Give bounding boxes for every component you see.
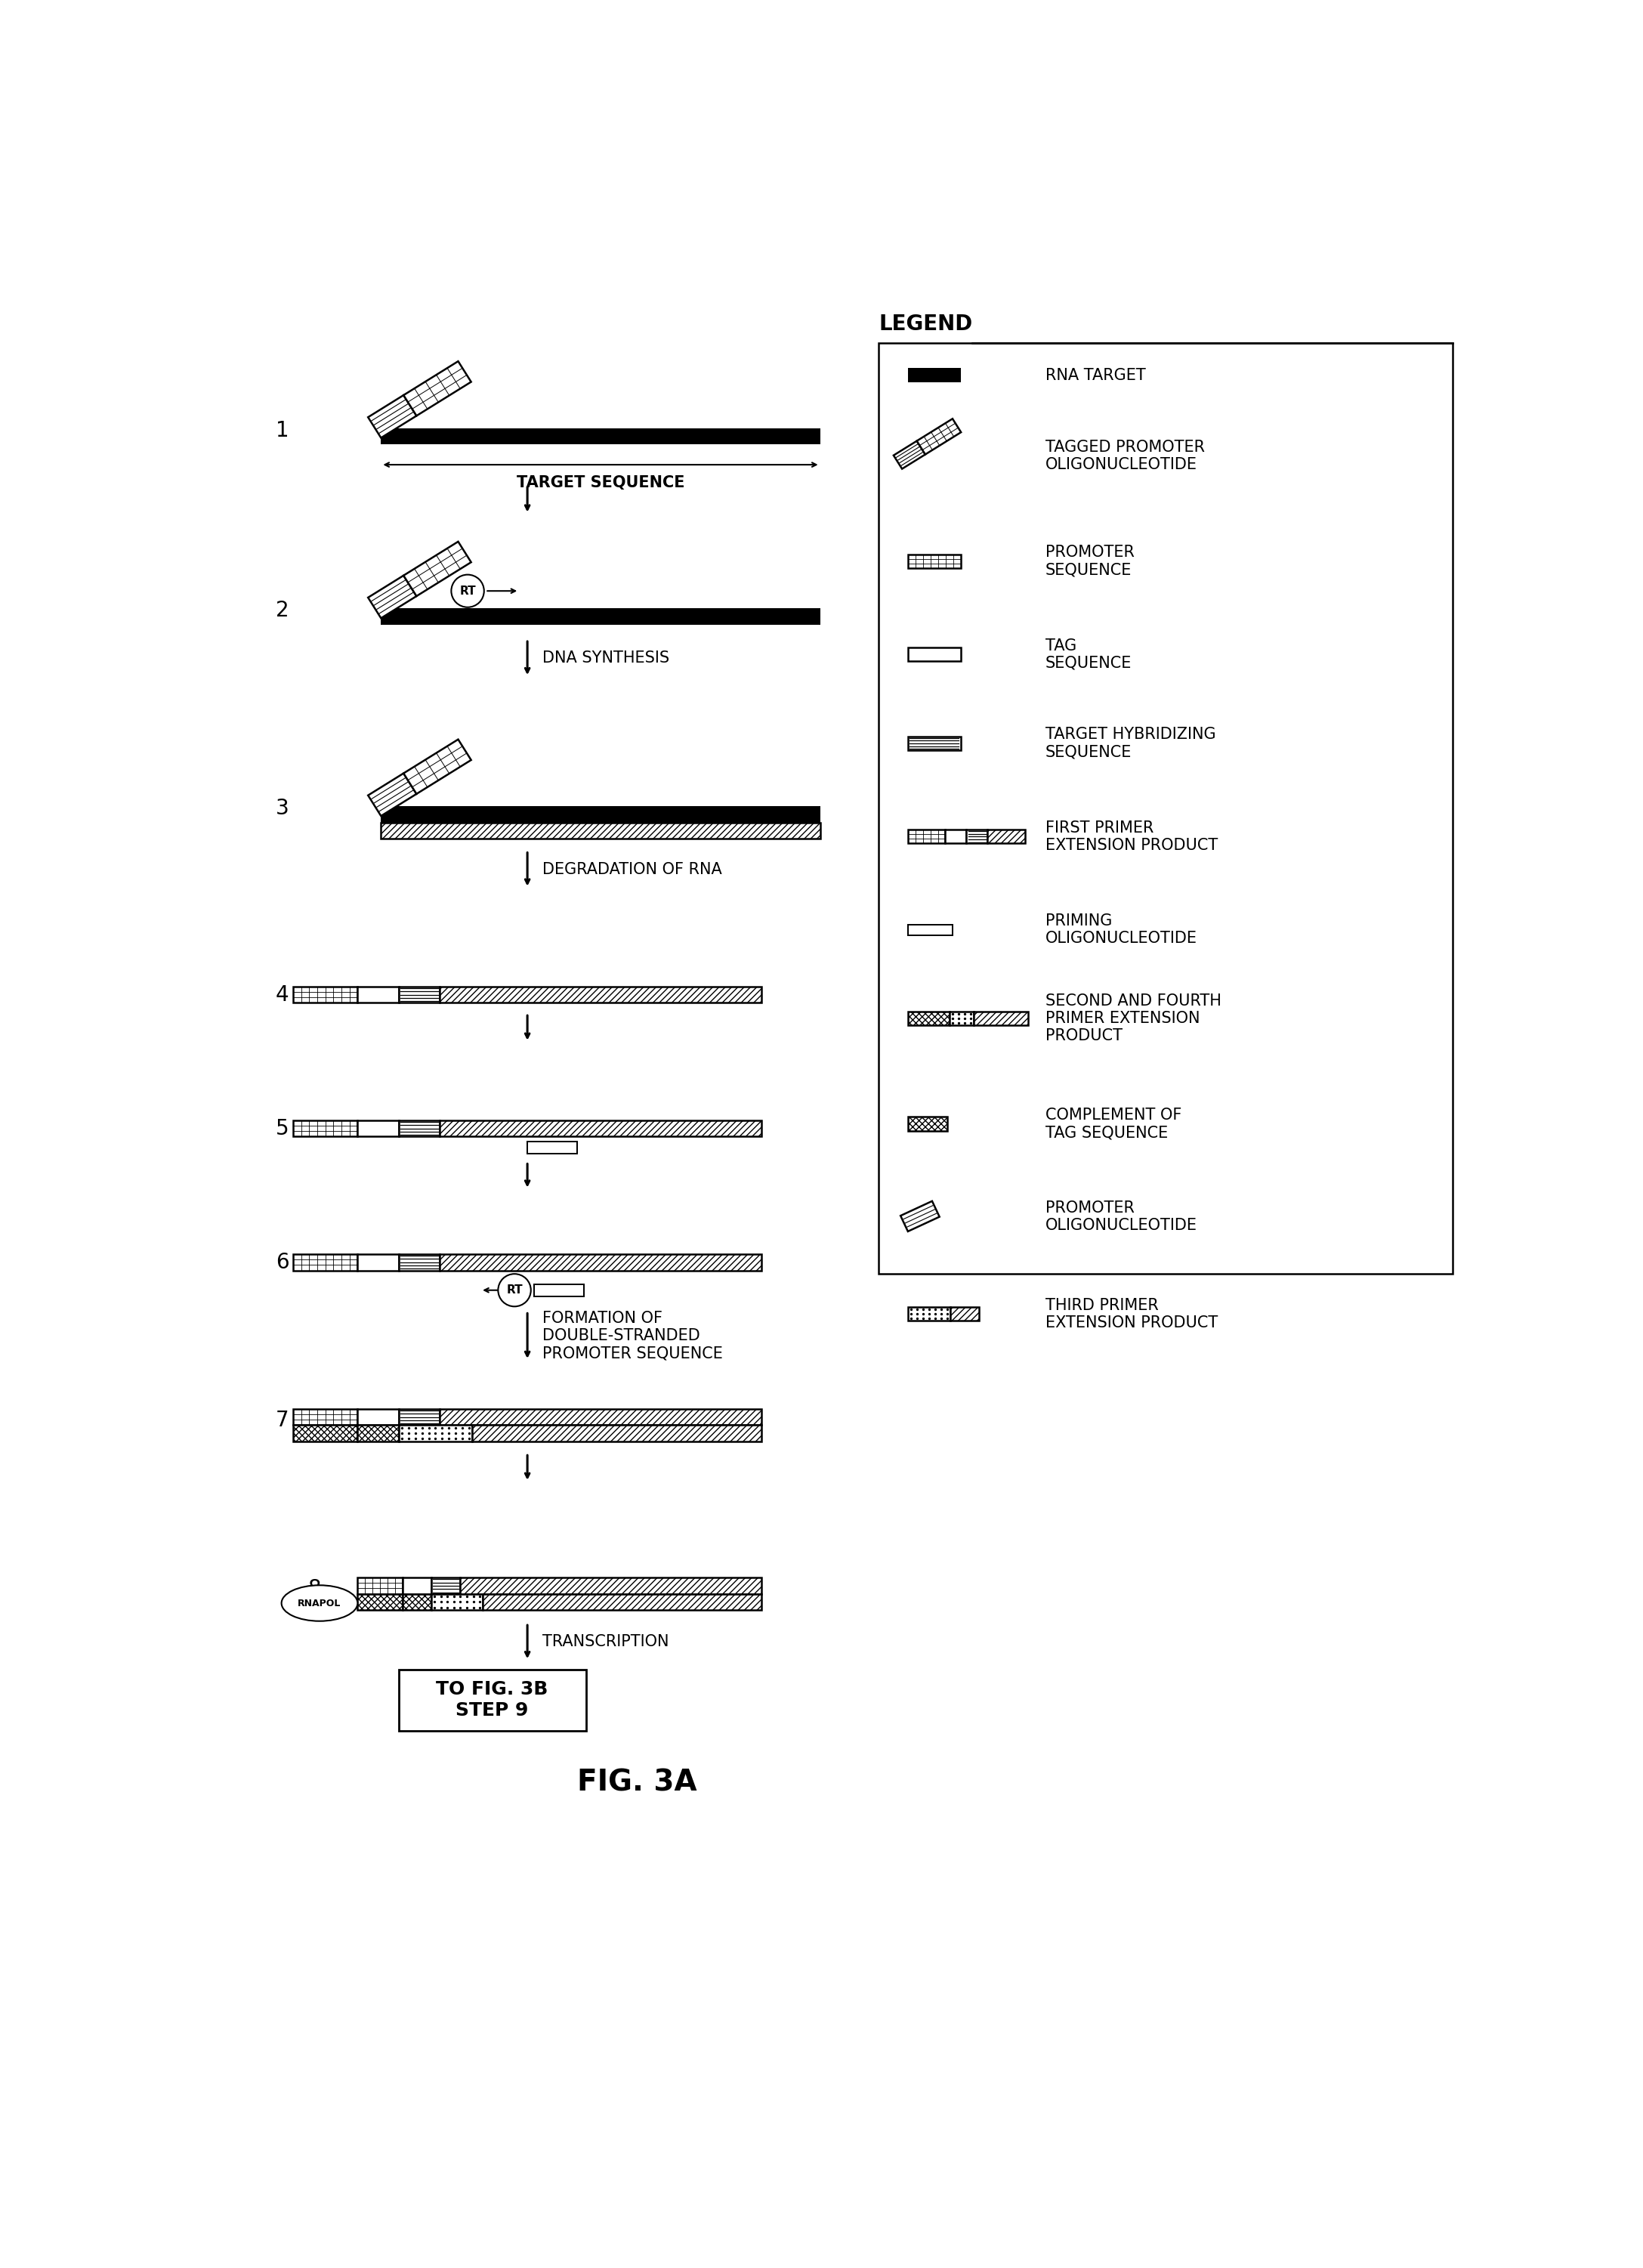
Bar: [399, 1424, 472, 1442]
Text: PROMOTER
OLIGONUCLEOTIDE: PROMOTER OLIGONUCLEOTIDE: [1045, 1200, 1198, 1234]
Bar: [292, 1408, 358, 1424]
Text: TO FIG. 3B
STEP 9: TO FIG. 3B STEP 9: [435, 1681, 549, 1719]
Text: 3: 3: [276, 798, 289, 819]
Bar: [987, 830, 1025, 844]
Bar: [432, 1579, 460, 1594]
Text: RNAPOL: RNAPOL: [297, 1599, 342, 1608]
Bar: [950, 1306, 979, 1320]
Bar: [399, 1669, 587, 1730]
Text: PROMOTER
SEQUENCE: PROMOTER SEQUENCE: [1045, 544, 1135, 578]
Polygon shape: [404, 542, 472, 596]
Text: 1: 1: [276, 420, 289, 440]
Text: PRIMING
OLIGONUCLEOTIDE: PRIMING OLIGONUCLEOTIDE: [1045, 914, 1198, 946]
Bar: [909, 925, 953, 934]
Bar: [292, 1254, 358, 1270]
Bar: [909, 830, 945, 844]
Bar: [381, 429, 820, 445]
Bar: [527, 1141, 577, 1154]
Bar: [381, 608, 820, 624]
Bar: [403, 1579, 432, 1594]
Bar: [460, 1579, 762, 1594]
Text: TAG
SEQUENCE: TAG SEQUENCE: [1045, 637, 1132, 671]
Bar: [440, 1120, 762, 1136]
Text: 2: 2: [276, 601, 289, 621]
Text: DEGRADATION OF RNA: DEGRADATION OF RNA: [542, 862, 721, 878]
Bar: [974, 1012, 1029, 1025]
Ellipse shape: [281, 1585, 358, 1622]
Text: TARGET SEQUENCE: TARGET SEQUENCE: [516, 476, 685, 490]
Text: FORMATION OF
DOUBLE-STRANDED
PROMOTER SEQUENCE: FORMATION OF DOUBLE-STRANDED PROMOTER SE…: [542, 1311, 723, 1361]
Bar: [432, 1594, 483, 1610]
Bar: [381, 823, 820, 839]
Text: SECOND AND FOURTH
PRIMER EXTENSION
PRODUCT: SECOND AND FOURTH PRIMER EXTENSION PRODU…: [1045, 993, 1221, 1043]
Bar: [292, 1120, 358, 1136]
Bar: [358, 1594, 403, 1610]
Text: TRANSCRIPTION: TRANSCRIPTION: [542, 1635, 669, 1649]
Text: RT: RT: [506, 1284, 522, 1295]
Polygon shape: [404, 739, 472, 794]
Bar: [534, 1284, 583, 1297]
Text: RNA TARGET: RNA TARGET: [1045, 367, 1145, 383]
Text: 4: 4: [276, 984, 289, 1005]
Circle shape: [452, 574, 485, 608]
Text: RT: RT: [460, 585, 476, 596]
Bar: [399, 987, 440, 1002]
Text: FIRST PRIMER
EXTENSION PRODUCT: FIRST PRIMER EXTENSION PRODUCT: [1045, 821, 1217, 853]
Polygon shape: [900, 1202, 940, 1232]
Bar: [399, 1120, 440, 1136]
Bar: [358, 1424, 399, 1442]
Polygon shape: [894, 440, 925, 469]
Bar: [358, 1579, 403, 1594]
Polygon shape: [917, 420, 961, 454]
Text: LEGEND: LEGEND: [879, 313, 973, 333]
Polygon shape: [404, 361, 472, 415]
Text: 8: 8: [307, 1579, 320, 1599]
Polygon shape: [368, 576, 417, 619]
Bar: [440, 1408, 762, 1424]
Text: DNA SYNTHESIS: DNA SYNTHESIS: [542, 651, 669, 667]
Circle shape: [498, 1275, 531, 1306]
Polygon shape: [368, 773, 417, 816]
Bar: [909, 646, 961, 662]
Text: 6: 6: [276, 1252, 289, 1272]
Bar: [399, 1254, 440, 1270]
Bar: [440, 987, 762, 1002]
Bar: [909, 553, 961, 569]
Bar: [472, 1424, 762, 1442]
Bar: [292, 1424, 358, 1442]
Bar: [358, 1254, 399, 1270]
Bar: [358, 1120, 399, 1136]
Bar: [534, 1284, 583, 1297]
Bar: [909, 367, 961, 381]
Bar: [950, 1012, 974, 1025]
Text: COMPLEMENT OF
TAG SEQUENCE: COMPLEMENT OF TAG SEQUENCE: [1045, 1107, 1181, 1141]
Bar: [399, 1408, 440, 1424]
Bar: [358, 987, 399, 1002]
Bar: [909, 737, 961, 751]
Bar: [292, 987, 358, 1002]
Text: TARGET HYBRIDIZING
SEQUENCE: TARGET HYBRIDIZING SEQUENCE: [1045, 728, 1216, 760]
Bar: [879, 342, 1452, 1275]
Bar: [483, 1594, 762, 1610]
Text: 7: 7: [276, 1411, 289, 1431]
Text: FIG. 3A: FIG. 3A: [577, 1769, 697, 1796]
Bar: [527, 1141, 577, 1154]
Bar: [909, 1306, 950, 1320]
Text: THIRD PRIMER
EXTENSION PRODUCT: THIRD PRIMER EXTENSION PRODUCT: [1045, 1297, 1217, 1331]
Bar: [403, 1594, 432, 1610]
Bar: [440, 1254, 762, 1270]
Text: 5: 5: [276, 1118, 289, 1139]
Bar: [909, 1012, 950, 1025]
Polygon shape: [368, 395, 417, 438]
Text: TAGGED PROMOTER
OLIGONUCLEOTIDE: TAGGED PROMOTER OLIGONUCLEOTIDE: [1045, 440, 1204, 472]
Bar: [945, 830, 966, 844]
Bar: [909, 1116, 948, 1132]
Bar: [966, 830, 987, 844]
Bar: [909, 925, 953, 934]
Bar: [381, 805, 820, 823]
Bar: [358, 1408, 399, 1424]
